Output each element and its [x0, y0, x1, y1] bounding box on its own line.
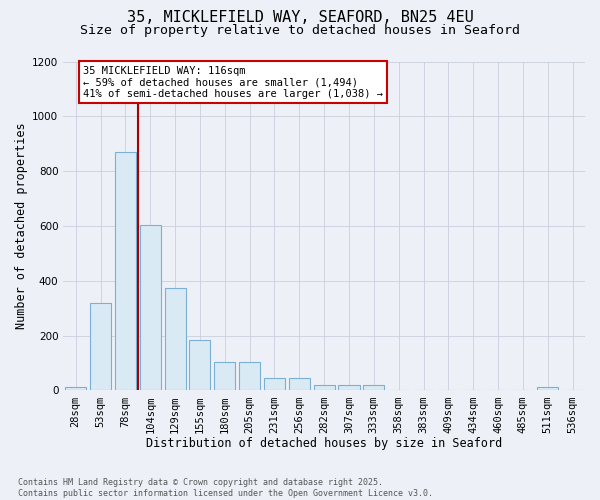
Bar: [239, 362, 260, 390]
Bar: [537, 387, 558, 390]
Bar: [338, 385, 359, 390]
Text: 35, MICKLEFIELD WAY, SEAFORD, BN25 4EU: 35, MICKLEFIELD WAY, SEAFORD, BN25 4EU: [127, 10, 473, 25]
Y-axis label: Number of detached properties: Number of detached properties: [15, 122, 28, 330]
Bar: [140, 224, 161, 390]
Bar: [264, 378, 285, 390]
Text: Size of property relative to detached houses in Seaford: Size of property relative to detached ho…: [80, 24, 520, 37]
Bar: [65, 387, 86, 390]
X-axis label: Distribution of detached houses by size in Seaford: Distribution of detached houses by size …: [146, 437, 502, 450]
Bar: [314, 385, 335, 390]
Bar: [289, 378, 310, 390]
Bar: [164, 288, 185, 391]
Bar: [115, 152, 136, 390]
Bar: [214, 362, 235, 390]
Text: 35 MICKLEFIELD WAY: 116sqm
← 59% of detached houses are smaller (1,494)
41% of s: 35 MICKLEFIELD WAY: 116sqm ← 59% of deta…: [83, 66, 383, 99]
Bar: [90, 302, 111, 390]
Text: Contains HM Land Registry data © Crown copyright and database right 2025.
Contai: Contains HM Land Registry data © Crown c…: [18, 478, 433, 498]
Bar: [363, 385, 385, 390]
Bar: [190, 340, 211, 390]
